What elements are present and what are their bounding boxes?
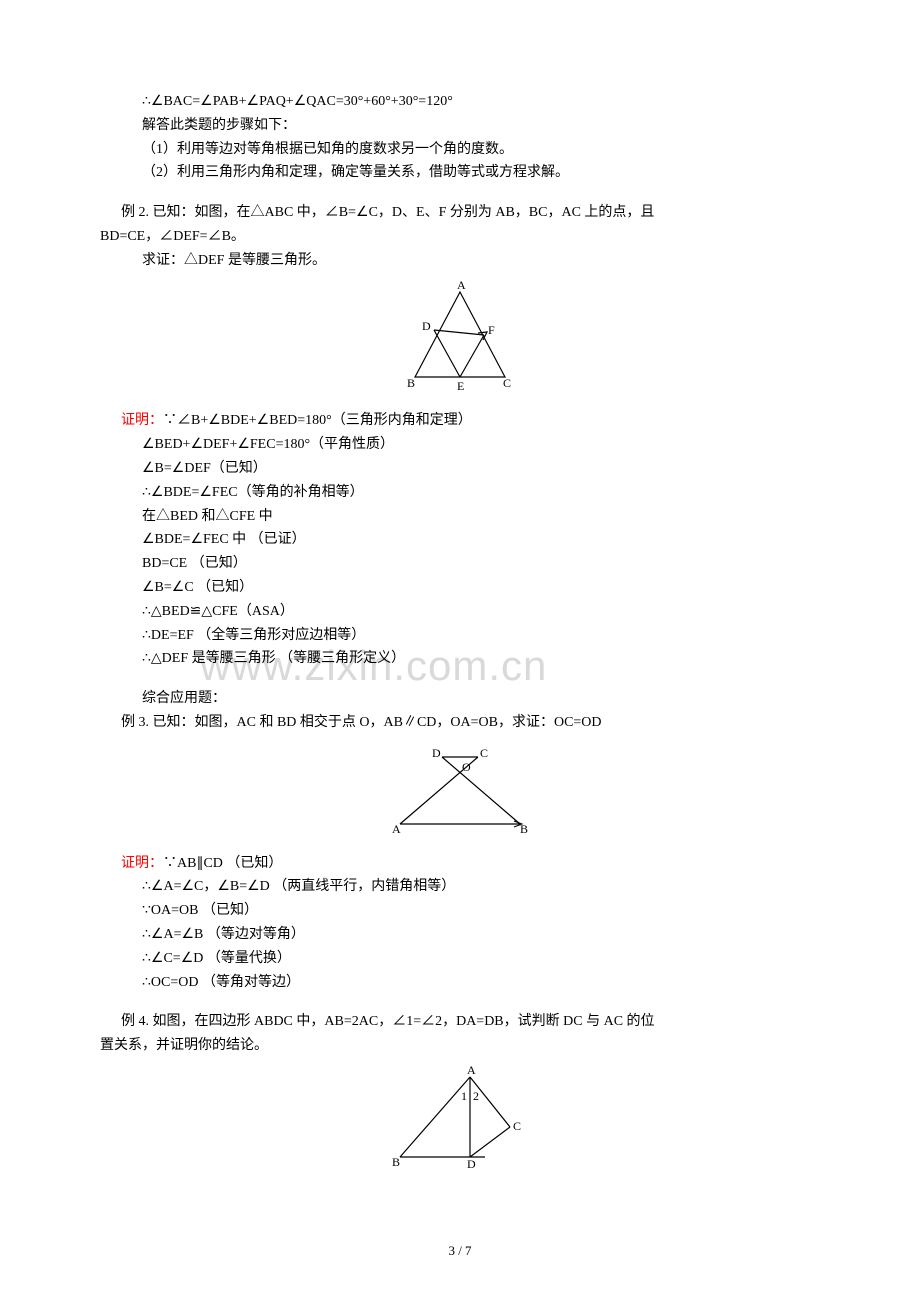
proof1-l5: 在△BED 和△CFE 中 [100,505,820,529]
proof1-l9: ∴△BED≌△CFE（ASA） [100,600,820,624]
ex2-line2: BD=CE，∠DEF=∠B。 [100,225,820,249]
proof2-label: 证明： [121,856,163,871]
proof1-l2: ∠BED+∠DEF+∠FEC=180°（平角性质） [100,433,820,457]
proof2-l3: ∵OA=OB （已知） [100,899,820,923]
figure-3: A B C D 1 2 [100,1062,820,1181]
line-bac: ∴∠BAC=∠PAB+∠PAQ+∠QAC=30°+60°+30°=120° [100,90,820,114]
line-step2: （2）利用三角形内角和定理，确定等量关系，借助等式或方程求解。 [100,161,820,185]
ex4-line2: 置关系，并证明你的结论。 [100,1034,820,1058]
ex4-line1: 例 4. 如图，在四边形 ABDC 中，AB=2AC，∠1=∠2，DA=DB，试… [100,1010,820,1034]
proof2-l2: ∴∠A=∠C，∠B=∠D （两直线平行，内错角相等） [100,875,820,899]
figure-2: D C O A B [100,739,820,848]
fig2-label-C: C [480,746,488,760]
proof1-l6: ∠BDE=∠FEC 中 （已证） [100,528,820,552]
fig2-label-O: O [462,760,471,774]
fig2-label-A: A [392,822,401,836]
figure-1: A B C D E F [100,277,820,406]
proof1-l3: ∠B=∠DEF（已知） [100,457,820,481]
comprehensive-title: 综合应用题： [100,687,820,711]
fig3-label-B: B [392,1155,400,1169]
proof2-l4: ∴∠A=∠B （等边对等角） [100,923,820,947]
proof1-l7: BD=CE （已知） [100,552,820,576]
fig1-label-B: B [407,376,415,390]
proof1-label: 证明： [121,413,163,428]
fig1-label-F: F [488,323,495,337]
ex2-line1: 例 2. 已知：如图，在△ABC 中，∠B=∠C，D、E、F 分别为 AB，BC… [100,201,820,225]
ex2-goal: 求证：△DEF 是等腰三角形。 [100,249,820,273]
proof2-line1: 证明：∵AB∥CD （已知） [100,852,820,876]
proof1-l11: ∴△DEF 是等腰三角形 （等腰三角形定义） [100,647,820,671]
ex3-line: 例 3. 已知：如图，AC 和 BD 相交于点 O，AB∥CD，OA=OB，求证… [100,711,820,735]
fig3-label-C: C [513,1119,521,1133]
fig1-label-E: E [457,379,464,393]
fig1-label-D: D [422,319,431,333]
fig1-label-C: C [503,376,511,390]
proof1-l4: ∴∠BDE=∠FEC（等角的补角相等） [100,481,820,505]
proof1-text1: ∵∠B+∠BDE+∠BED=180°（三角形内角和定理） [163,413,472,428]
proof1-l10: ∴DE=EF （全等三角形对应边相等） [100,624,820,648]
fig3-label-1: 1 [461,1089,467,1103]
page-number: 3 / 7 [0,1240,920,1262]
proof1-l8: ∠B=∠C （已知） [100,576,820,600]
fig3-label-D: D [467,1157,476,1171]
proof2-text1: ∵AB∥CD （已知） [163,856,282,871]
proof2-l6: ∴OC=OD （等角对等边） [100,971,820,995]
line-steps-intro: 解答此类题的步骤如下： [100,114,820,138]
fig3-label-A: A [467,1063,476,1077]
fig2-label-D: D [432,746,441,760]
fig3-label-2: 2 [473,1089,479,1103]
line-step1: （1）利用等边对等角根据已知角的度数求另一个角的度数。 [100,138,820,162]
proof1-line1: 证明：∵∠B+∠BDE+∠BED=180°（三角形内角和定理） [100,409,820,433]
proof2-l5: ∴∠C=∠D （等量代换） [100,947,820,971]
fig1-label-A: A [457,278,466,292]
